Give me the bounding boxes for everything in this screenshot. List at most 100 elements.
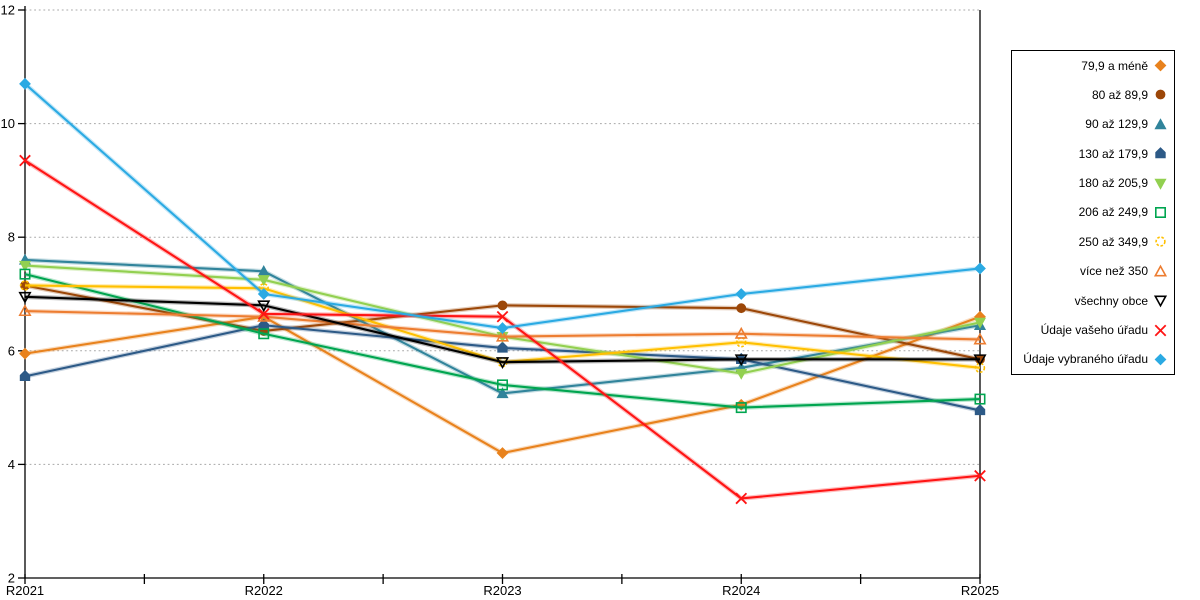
marker-square — [496, 379, 508, 391]
marker-pentagon — [974, 404, 986, 416]
marker-diamond — [974, 262, 986, 275]
y-axis-ticks: 2 4 6 8 10 12 — [1, 3, 25, 586]
marker-circle — [497, 300, 508, 311]
legend-item-label: všechny obce — [1074, 293, 1148, 308]
marker-triangle-down — [257, 275, 270, 287]
legend-marker-icon — [1154, 206, 1166, 218]
legend-marker-icon — [1154, 353, 1167, 366]
marker-triangle-down — [18, 291, 32, 304]
marker-square — [1154, 206, 1166, 218]
marker-triangle-up — [734, 326, 748, 339]
marker-square — [735, 402, 747, 414]
marker-diamond — [257, 288, 270, 300]
marker-x — [496, 310, 509, 323]
legend-item: 80 až 89,9 — [1015, 87, 1168, 102]
marker-triangle-down — [973, 354, 987, 367]
series--daje-va-eho-adu — [19, 154, 986, 505]
legend-item-label: 90 až 129,9 — [1085, 117, 1148, 132]
legend-item-label: 79,9 a méně — [1081, 58, 1148, 73]
marker-circle — [19, 280, 31, 291]
legend-item-label: více než 350 — [1079, 264, 1148, 279]
legend: 79,9 a méně 80 až 89,9 90 až 129,9 130 až 1… — [1011, 50, 1175, 375]
legend-item: všechny obce — [1015, 293, 1168, 308]
marker-x — [19, 154, 31, 167]
series-line — [24, 309, 981, 341]
marker-square — [974, 393, 986, 405]
legend-marker-icon — [1155, 147, 1166, 159]
y-tick-label: 4 — [8, 457, 15, 472]
legend-marker-icon — [1155, 236, 1166, 248]
legend-marker-icon — [1153, 295, 1168, 308]
legend-marker-icon — [1154, 59, 1167, 72]
marker-pentagon — [497, 341, 508, 353]
legend-item-label: 80 až 89,9 — [1091, 87, 1148, 102]
marker-x — [1154, 324, 1167, 336]
legend-marker-icon — [1155, 89, 1166, 100]
legend-item-label: 250 až 349,9 — [1078, 234, 1148, 249]
legend-item: 79,9 a méně — [1015, 58, 1168, 73]
series--daje-vybran-ho-adu — [19, 77, 986, 334]
marker-square — [258, 328, 270, 340]
legend-item-label: 180 až 205,9 — [1078, 176, 1148, 191]
series-line — [24, 83, 981, 330]
series-line — [24, 295, 980, 364]
legend-item: Údaje vašeho úřadu — [1015, 323, 1168, 338]
series-130-a-179-9 — [19, 318, 986, 416]
marker-circle — [1155, 236, 1166, 248]
marker-triangle-up — [973, 332, 987, 345]
y-tick-label: 2 — [8, 571, 15, 586]
marker-triangle-down — [735, 368, 748, 380]
marker-diamond — [496, 447, 509, 459]
marker-triangle-down — [18, 260, 32, 272]
x-tick-label: R2024 — [722, 583, 760, 598]
marker-diamond — [1154, 59, 1167, 72]
marker-triangle-down — [973, 317, 987, 329]
legend-item: 130 až 179,9 — [1015, 146, 1168, 161]
y-tick-label: 8 — [8, 230, 15, 245]
legend-item-label: Údaje vašeho úřadu — [1040, 323, 1148, 338]
x-axis-ticks: R2021 R2022 R2023 R2024 R2025 — [6, 574, 999, 598]
marker-x — [974, 469, 986, 482]
axes — [24, 6, 981, 579]
y-tick-label: 6 — [8, 343, 15, 358]
marker-pentagon — [19, 369, 31, 382]
marker-triangle-down — [495, 357, 510, 370]
marker-triangle-up — [496, 387, 509, 399]
legend-item: 206 až 249,9 — [1015, 205, 1168, 220]
marker-diamond — [735, 288, 748, 300]
legend-item-label: Údaje vybraného úřadu — [1023, 352, 1148, 367]
series-v-echny-obce — [18, 291, 987, 370]
marker-x — [257, 308, 270, 320]
marker-triangle-up — [1154, 118, 1167, 129]
marker-triangle-down — [257, 300, 271, 313]
x-tick-label: R2025 — [961, 583, 999, 598]
legend-item: 90 až 129,9 — [1015, 117, 1168, 132]
legend-marker-icon — [1154, 178, 1167, 190]
x-tick-label: R2021 — [6, 583, 44, 598]
marker-circle — [736, 337, 747, 348]
marker-diamond — [19, 77, 31, 90]
legend-item: více než 350 — [1015, 264, 1168, 279]
marker-diamond — [496, 322, 509, 334]
legend-item: 250 až 349,9 — [1015, 234, 1168, 249]
marker-circle — [736, 303, 747, 314]
marker-triangle-up — [1153, 264, 1168, 277]
marker-diamond — [19, 347, 31, 360]
series-line-halo — [23, 82, 981, 331]
x-tick-label: R2022 — [245, 583, 283, 598]
marker-circle — [1155, 89, 1166, 100]
legend-marker-icon — [1154, 118, 1167, 129]
legend-item-label: 206 až 249,9 — [1078, 205, 1148, 220]
marker-triangle-down — [1154, 178, 1167, 190]
marker-pentagon — [1155, 147, 1166, 159]
x-tick-label: R2023 — [483, 583, 521, 598]
y-tick-label: 10 — [1, 116, 15, 131]
marker-square — [19, 268, 31, 280]
legend-marker-icon — [1153, 264, 1168, 277]
legend-marker-icon — [1154, 324, 1167, 336]
marker-circle — [974, 362, 986, 374]
legend-item: Údaje vybraného úřadu — [1015, 352, 1168, 367]
marker-x — [735, 492, 748, 505]
